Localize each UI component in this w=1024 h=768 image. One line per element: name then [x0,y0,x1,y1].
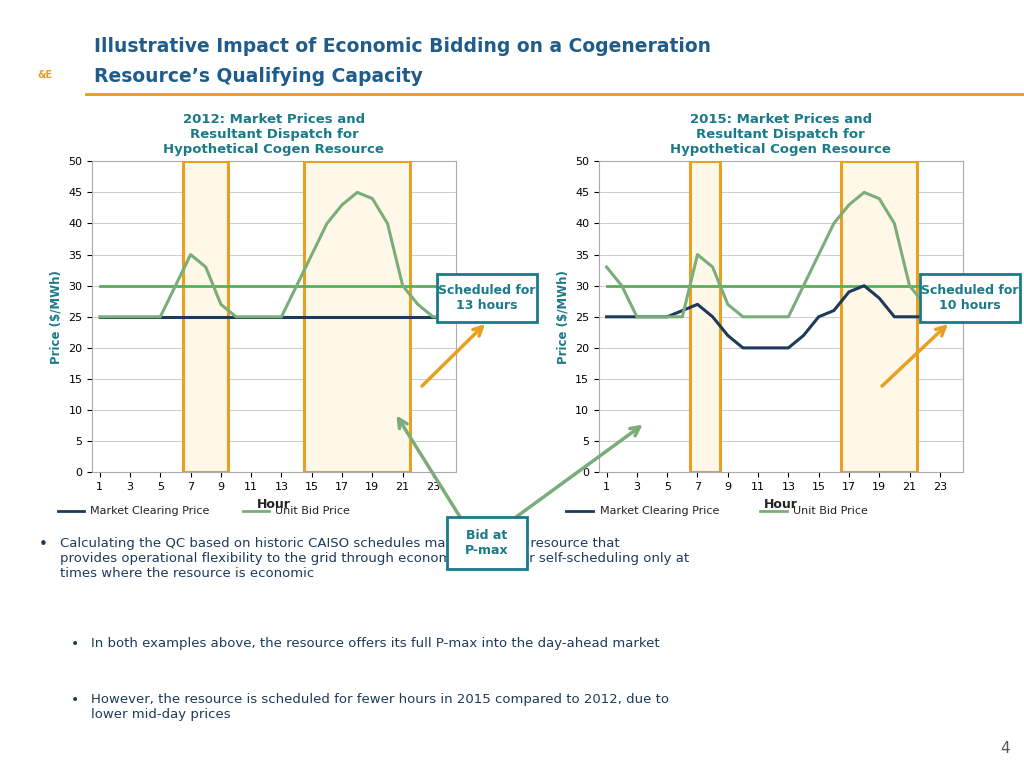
Text: PG: PG [38,48,52,58]
Text: In both examples above, the resource offers its full P-max into the day-ahead ma: In both examples above, the resource off… [91,637,660,650]
Text: Illustrative Impact of Economic Bidding on a Cogeneration: Illustrative Impact of Economic Bidding … [94,37,712,56]
Text: However, the resource is scheduled for fewer hours in 2015 compared to 2012, due: However, the resource is scheduled for f… [91,693,670,720]
X-axis label: Hour: Hour [764,498,798,511]
Text: Scheduled for
10 hours: Scheduled for 10 hours [922,284,1019,312]
Bar [920,274,1020,322]
X-axis label: Hour: Hour [257,498,291,511]
Y-axis label: Price ($/MWh): Price ($/MWh) [557,270,569,364]
Bar [842,161,918,472]
Title: 2015: Market Prices and
Resultant Dispatch for
Hypothetical Cogen Resource: 2015: Market Prices and Resultant Dispat… [671,113,891,156]
Bar [690,161,720,472]
Bar [183,161,228,472]
Text: •: • [71,693,80,707]
Bar [183,161,228,472]
Title: 2012: Market Prices and
Resultant Dispatch for
Hypothetical Cogen Resource: 2012: Market Prices and Resultant Dispat… [164,113,384,156]
Bar [690,161,720,472]
Text: Unit Bid Price: Unit Bid Price [794,505,868,516]
Text: Resource’s Qualifying Capacity: Resource’s Qualifying Capacity [94,67,423,86]
Text: &E: &E [38,70,52,80]
Text: •: • [39,537,47,551]
Text: Bid at
P-max: Bid at P-max [465,529,509,557]
Bar [437,274,537,322]
Bar [304,161,411,472]
Text: •: • [71,637,80,650]
Text: Market Clearing Price: Market Clearing Price [600,505,719,516]
Text: Unit Bid Price: Unit Bid Price [275,505,350,516]
Bar [842,161,918,472]
Y-axis label: Price ($/MWh): Price ($/MWh) [50,270,62,364]
Text: 4: 4 [1000,741,1010,756]
Text: Market Clearing Price: Market Clearing Price [90,505,210,516]
Text: Scheduled for
13 hours: Scheduled for 13 hours [438,284,536,312]
Text: Calculating the QC based on historic CAISO schedules may penalize a resource tha: Calculating the QC based on historic CAI… [59,537,689,580]
Bar [304,161,411,472]
Bar [447,517,527,569]
